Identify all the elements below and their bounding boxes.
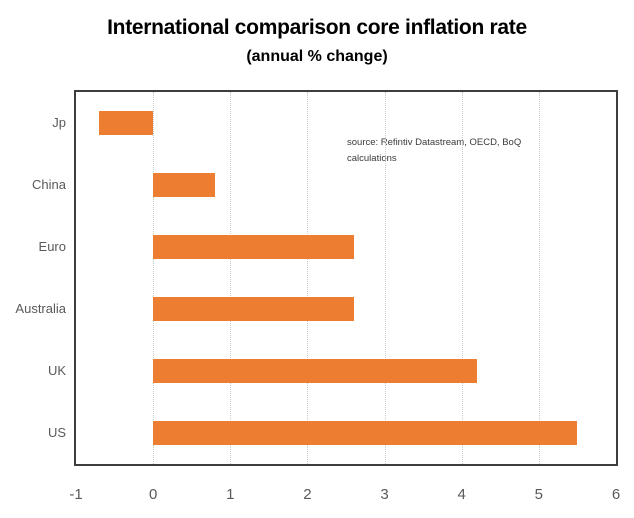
- source-note: source: Refintiv Datastream, OECD, BoQ c…: [347, 137, 522, 164]
- category-label-jp: Jp: [52, 115, 66, 130]
- category-label-australia: Australia: [15, 301, 66, 316]
- gridline-x-2: [307, 92, 309, 464]
- x-tick-label-0: 0: [148, 486, 158, 503]
- bar-jp: [99, 111, 154, 135]
- category-label-us: US: [47, 425, 66, 440]
- x-tick-label-3: 3: [380, 486, 389, 503]
- category-label-uk: UK: [47, 363, 66, 378]
- gridline-x-1: [230, 92, 232, 464]
- x-tick-label-1: 1: [226, 486, 235, 503]
- category-label-euro: Euro: [38, 239, 66, 254]
- bar-australia: [153, 297, 354, 321]
- chart-subtitle: (annual % change): [246, 48, 388, 65]
- bar-euro: [153, 235, 354, 259]
- gridline-x-4: [461, 92, 463, 464]
- gridline-x-3: [384, 92, 386, 464]
- x-tick-label-5: 5: [534, 486, 544, 503]
- category-label-china: China: [32, 177, 66, 192]
- plot-area: source: Refintiv Datastream, OECD, BoQ c…: [74, 90, 618, 466]
- x-tick-label-4: 4: [457, 486, 466, 503]
- bar-us: [153, 421, 578, 445]
- bar-uk: [153, 359, 478, 383]
- x-tick-label--1: -1: [69, 486, 83, 503]
- x-tick-label-2: 2: [303, 486, 312, 503]
- bar-china: [153, 173, 215, 197]
- x-tick-label-6: 6: [611, 486, 621, 503]
- gridline-x-5: [538, 92, 540, 464]
- chart-title: International comparison core inflation …: [107, 16, 527, 39]
- gridline-x-0: [153, 92, 155, 464]
